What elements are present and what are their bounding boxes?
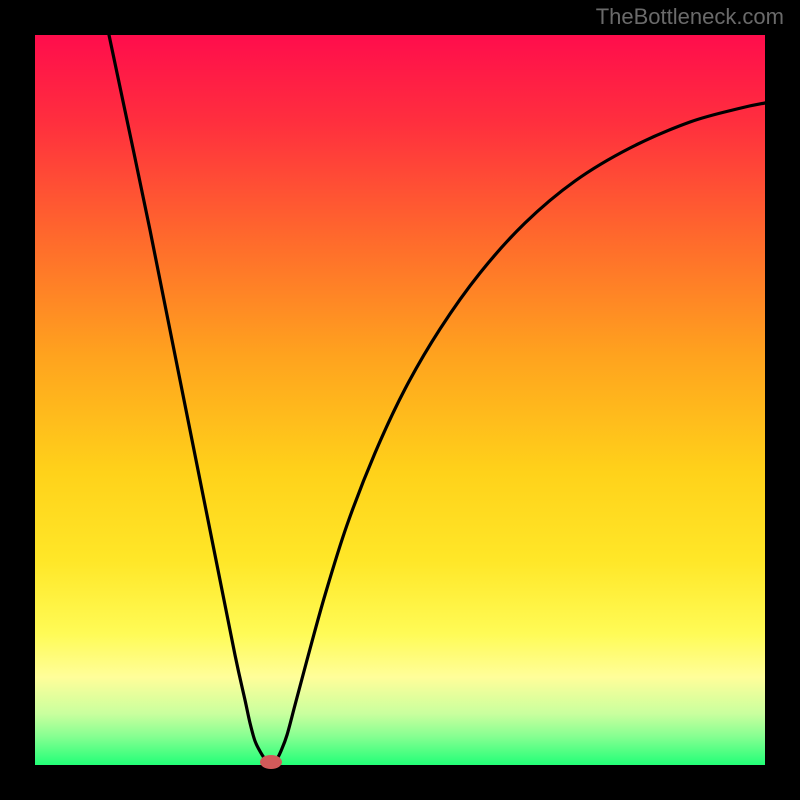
v-curve [109,35,765,765]
watermark-text: TheBottleneck.com [596,4,784,30]
chart-root: TheBottleneck.com [0,0,800,800]
optimum-marker [260,755,282,769]
curve-layer [35,35,765,765]
